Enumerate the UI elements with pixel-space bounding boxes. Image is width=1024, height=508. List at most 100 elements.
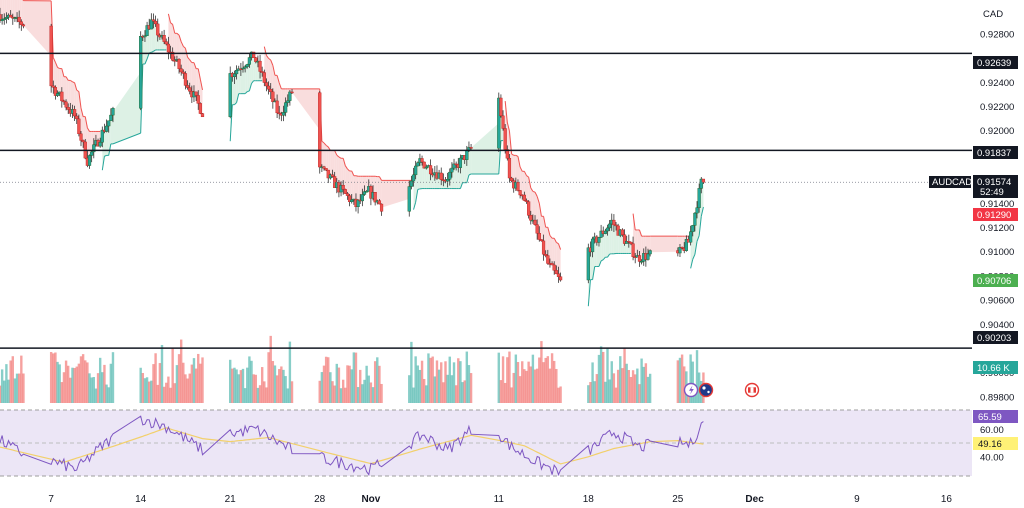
upper-band-label: 0.91290 [977,210,1011,221]
band-fill-segment [626,241,629,254]
band-line-segment [167,13,172,23]
volume-bar [376,357,379,403]
volume-bar [265,387,268,403]
candle-body [286,100,290,103]
volume-bar [335,363,338,403]
band-fill-segment [373,176,376,198]
band-line-segment [598,260,602,267]
volume-bar [557,387,560,403]
band-line-segment [270,59,274,66]
australia-flag-icon[interactable] [698,382,714,398]
band-fill-segment [68,80,71,112]
candle-body [73,109,77,117]
candle-body [271,91,275,102]
price-tick-label: 0.92400 [980,78,1014,89]
volume-bar [378,365,381,403]
band-line-segment [244,91,248,95]
volume-bar [254,374,257,403]
horizontal-levels[interactable] [0,52,972,349]
volume-bar [467,365,471,403]
volume-bar [503,382,507,403]
candle-body [275,100,279,114]
volume-bar [691,361,694,403]
band-fill-segment [142,36,145,64]
band-fill-segment [520,167,523,195]
volume-bar [348,365,351,403]
volume-bar [359,369,362,403]
band-fill-segment [191,62,194,95]
band-line-segment [459,182,464,189]
volume-bar [269,335,272,403]
volume-bar [54,352,57,403]
candle-body [324,168,328,171]
candle-body [539,239,544,242]
volume-bar [322,365,326,403]
candle-body [608,223,612,229]
volume-bar [92,377,95,403]
volume-bar [446,374,449,403]
band-line-segment [342,158,346,166]
candle-body [107,120,111,127]
candle-body [0,19,4,21]
candle-body [79,133,83,141]
candle-body [166,43,170,53]
volume-bar [324,356,328,403]
time-tick-label: 9 [854,494,860,505]
band-fill-segment [426,166,429,189]
band-fill-segment [526,175,529,209]
band-line-segment [278,82,282,90]
band-fill-segment [635,229,638,257]
volume-bar [267,352,270,403]
volume-bar [273,365,277,403]
event-markers[interactable] [683,382,760,398]
band-line-segment [52,57,56,63]
price-tick-label: 0.90400 [980,320,1014,331]
candle-body [450,167,454,173]
candle-body [597,237,601,243]
band-fill-segment [549,235,553,265]
volume-bar [152,364,155,403]
band-line-segment [549,235,553,239]
candle-body [509,177,514,181]
band-line-segment [54,62,59,68]
candle-body [648,250,652,255]
band-line-segment [144,58,148,65]
band-fill-segment [8,0,11,17]
band-fill-segment [618,230,621,254]
band-fill-segment [552,238,555,268]
band-fill-segment [87,127,90,162]
band-fill-segment [605,229,608,258]
band-fill-segment [522,171,525,198]
volume-bar [595,374,599,403]
band-line-segment [189,59,193,63]
volume-bar [346,365,349,403]
volume-bar [52,353,55,403]
band-line-segment [272,65,276,76]
volume-bar [96,373,100,403]
band-fill-segment [55,62,58,95]
band-fill-segment [343,158,346,192]
band-line-segment [526,175,529,178]
band-fill-segment [558,243,561,279]
candle-body [177,59,181,69]
band-fill-segment [468,147,472,176]
candle-body [139,36,143,109]
time-axis[interactable]: 7 14 21 28 Nov 11 18 25 Dec 9 16 [48,494,952,505]
candle-body [162,35,166,42]
volume-bar [516,362,520,403]
band-fill-segment [183,46,186,80]
candle-body [365,191,369,193]
band-fill-segment [377,176,380,203]
candle-body [362,191,367,195]
band-fill-segment [268,58,271,91]
candle-body [497,97,501,149]
band-fill-segment [270,60,273,97]
volume-bar [139,367,142,403]
band-fill-segment [417,160,420,190]
band-fill-segment [364,176,367,194]
volume-bar [497,352,500,403]
candle-body [194,91,198,96]
candle-body [21,24,26,27]
band-line-segment [236,93,240,103]
